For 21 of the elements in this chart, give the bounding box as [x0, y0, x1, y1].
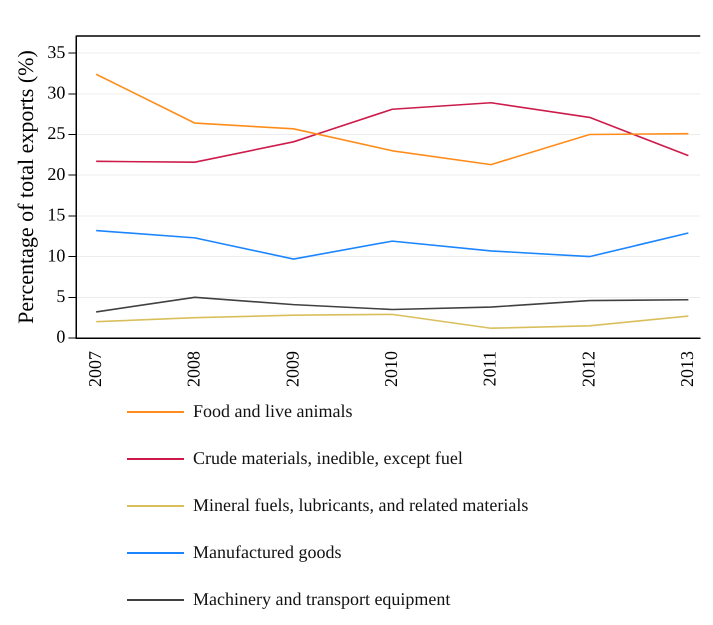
- y-tick-label: 30: [47, 82, 66, 103]
- legend-label: Manufactured goods: [193, 542, 342, 563]
- legend-label: Machinery and transport equipment: [193, 589, 450, 610]
- y-tick-label: 35: [47, 42, 66, 62]
- x-tick-label: 2007: [84, 351, 105, 387]
- x-tick-label: 2013: [677, 351, 698, 387]
- y-axis-title: Percentage of total exports (%): [12, 50, 38, 324]
- x-tick-label: 2010: [380, 351, 401, 387]
- y-tick-label: 10: [47, 245, 66, 266]
- x-tick-label: 2012: [578, 351, 598, 387]
- y-tick-label: 15: [47, 204, 66, 225]
- y-tick-label: 20: [47, 164, 66, 184]
- legend-label: Mineral fuels, lubricants, and related materials: [193, 495, 528, 516]
- x-tick-label: 2011: [480, 351, 500, 386]
- legend-label: Crude materials, inedible, except fuel: [193, 448, 463, 469]
- x-tick-label: 2008: [184, 351, 204, 387]
- y-tick-label: 5: [56, 286, 66, 306]
- y-tick-label: 0: [56, 326, 66, 347]
- y-tick-label: 25: [47, 123, 66, 144]
- legend-label: Food and live animals: [193, 401, 352, 422]
- x-tick-label: 2009: [282, 351, 302, 387]
